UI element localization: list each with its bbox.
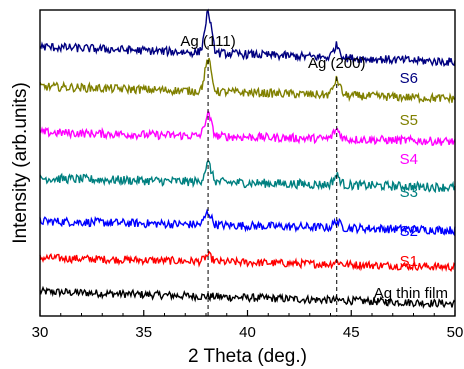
series-label-s1: S1 (400, 253, 418, 270)
x-tick-label: 35 (135, 324, 152, 341)
series-line-ag-thin-film (39, 285, 456, 309)
series-line-s5 (39, 57, 456, 105)
series-line-s6 (39, 8, 456, 68)
peak-marker-lines (207, 46, 338, 316)
series-label-s4: S4 (400, 151, 418, 168)
x-tick-label: 45 (343, 324, 360, 341)
x-axis-ticks: 30 35 40 45 50 (32, 310, 464, 341)
series-label-s3: S3 (400, 184, 418, 201)
series-line-s1 (39, 250, 456, 273)
x-axis-title: 2 Theta (deg.) (188, 346, 307, 367)
x-tick-label: 30 (32, 324, 49, 341)
series-line-s3 (39, 159, 456, 194)
peak-annotations: Ag (111) Ag (200) (180, 33, 365, 72)
series-label-ag-thin-film: Ag thin film (374, 285, 448, 302)
series-label-s2: S2 (400, 223, 418, 240)
peak-annotation-label: Ag (200) (308, 55, 366, 72)
y-axis-title: Intensity (arb.units) (10, 82, 31, 244)
series-line-s2 (39, 208, 456, 237)
peak-annotation-label: Ag (111) (180, 33, 235, 50)
series-label-s5: S5 (400, 112, 418, 129)
series-label-s6: S6 (400, 70, 418, 87)
x-tick-label: 40 (239, 324, 256, 341)
series-traces (39, 8, 456, 309)
x-tick-label: 50 (447, 324, 464, 341)
series-line-s4 (39, 109, 456, 147)
series-labels: Ag thin film S1 S2 S3 S4 S5 S6 (374, 70, 448, 302)
